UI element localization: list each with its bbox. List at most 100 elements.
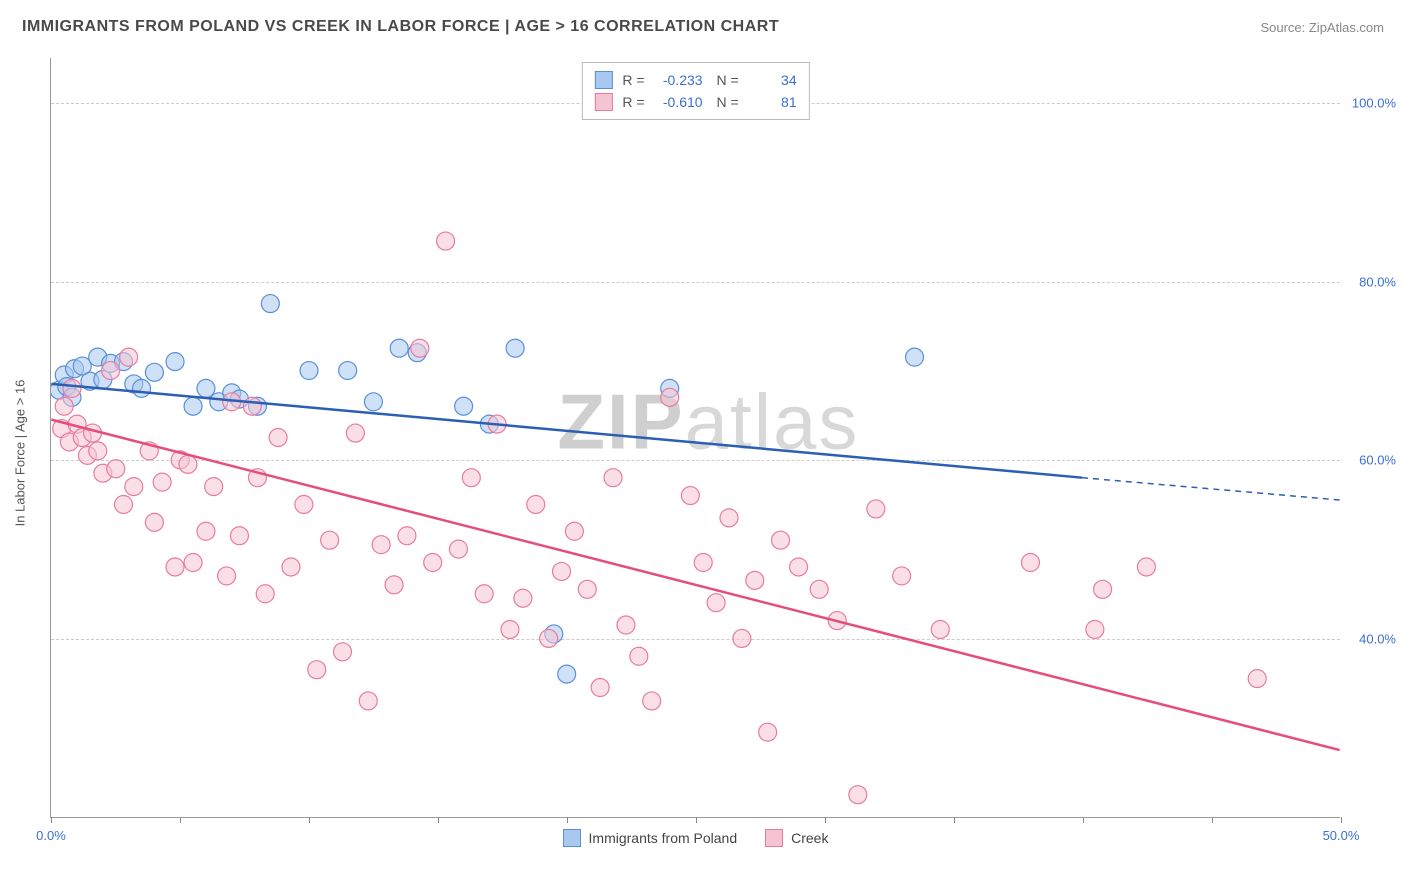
scatter-point	[746, 571, 764, 589]
scatter-point	[261, 295, 279, 313]
scatter-point	[153, 473, 171, 491]
scatter-point	[449, 540, 467, 558]
scatter-point	[398, 527, 416, 545]
scatter-point	[893, 567, 911, 585]
scatter-point	[1094, 580, 1112, 598]
legend-item-0: Immigrants from Poland	[563, 829, 738, 847]
scatter-point	[527, 495, 545, 513]
x-tick-label: 50.0%	[1323, 828, 1360, 843]
x-tick	[51, 817, 52, 823]
chart-area: In Labor Force | Age > 16 ZIPatlas R = -…	[50, 58, 1370, 848]
scatter-point	[514, 589, 532, 607]
scatter-point	[300, 362, 318, 380]
scatter-point	[411, 339, 429, 357]
scatter-point	[282, 558, 300, 576]
scatter-point	[308, 661, 326, 679]
scatter-point	[424, 554, 442, 572]
scatter-point	[591, 679, 609, 697]
scatter-point	[145, 513, 163, 531]
y-tick-label: 100.0%	[1352, 95, 1396, 110]
scatter-point	[295, 495, 313, 513]
scatter-point	[339, 362, 357, 380]
r-value-1: -0.610	[655, 94, 703, 110]
scatter-point	[475, 585, 493, 603]
scatter-point	[166, 353, 184, 371]
scatter-point	[810, 580, 828, 598]
scatter-point	[205, 478, 223, 496]
r-value-0: -0.233	[655, 72, 703, 88]
plot-region: ZIPatlas R = -0.233 N = 34 R = -0.610 N …	[50, 58, 1340, 818]
scatter-point	[184, 397, 202, 415]
y-axis-label: In Labor Force | Age > 16	[13, 380, 28, 527]
scatter-point	[218, 567, 236, 585]
y-tick-label: 80.0%	[1359, 274, 1396, 289]
scatter-point	[681, 487, 699, 505]
scatter-point	[849, 786, 867, 804]
scatter-point	[102, 362, 120, 380]
legend-swatch-poland	[563, 829, 581, 847]
scatter-point	[506, 339, 524, 357]
scatter-point	[390, 339, 408, 357]
legend-label-0: Immigrants from Poland	[589, 830, 738, 846]
n-label: N =	[713, 94, 739, 110]
scatter-point	[89, 442, 107, 460]
legend-row-1: R = -0.610 N = 81	[594, 91, 796, 113]
n-label: N =	[713, 72, 739, 88]
n-value-1: 81	[749, 94, 797, 110]
scatter-point	[720, 509, 738, 527]
scatter-point	[1248, 670, 1266, 688]
x-tick	[1083, 817, 1084, 823]
scatter-point	[707, 594, 725, 612]
source-prefix: Source:	[1260, 20, 1308, 35]
y-tick-label: 40.0%	[1359, 632, 1396, 647]
x-tick	[180, 817, 181, 823]
n-value-0: 34	[749, 72, 797, 88]
scatter-point	[120, 348, 138, 366]
x-tick	[825, 817, 826, 823]
chart-header: IMMIGRANTS FROM POLAND VS CREEK IN LABOR…	[22, 18, 1384, 36]
scatter-point	[269, 429, 287, 447]
scatter-point	[867, 500, 885, 518]
scatter-point	[772, 531, 790, 549]
x-tick	[954, 817, 955, 823]
scatter-point	[1086, 620, 1104, 638]
scatter-point	[230, 527, 248, 545]
scatter-point	[334, 643, 352, 661]
scatter-point	[565, 522, 583, 540]
x-tick	[567, 817, 568, 823]
scatter-point	[197, 522, 215, 540]
scatter-point	[501, 620, 519, 638]
x-tick	[309, 817, 310, 823]
scatter-point	[906, 348, 924, 366]
scatter-point	[437, 232, 455, 250]
scatter-point	[346, 424, 364, 442]
legend-row-0: R = -0.233 N = 34	[594, 69, 796, 91]
x-tick	[696, 817, 697, 823]
legend-label-1: Creek	[791, 830, 828, 846]
scatter-point	[256, 585, 274, 603]
scatter-point	[63, 379, 81, 397]
scatter-point	[759, 723, 777, 741]
x-tick	[1212, 817, 1213, 823]
source-name: ZipAtlas.com	[1309, 20, 1384, 35]
scatter-point	[694, 554, 712, 572]
trend-line	[51, 384, 1082, 478]
x-tick	[1341, 817, 1342, 823]
scatter-point	[553, 562, 571, 580]
scatter-point	[55, 397, 73, 415]
correlation-legend: R = -0.233 N = 34 R = -0.610 N = 81	[581, 62, 809, 120]
scatter-point	[455, 397, 473, 415]
scatter-point	[166, 558, 184, 576]
legend-swatch-0	[594, 71, 612, 89]
scatter-point	[790, 558, 808, 576]
scatter-point	[133, 379, 151, 397]
trend-line	[51, 420, 1339, 750]
y-tick-label: 60.0%	[1359, 453, 1396, 468]
scatter-svg	[51, 58, 1340, 817]
scatter-point	[733, 629, 751, 647]
scatter-point	[107, 460, 125, 478]
scatter-point	[931, 620, 949, 638]
scatter-point	[630, 647, 648, 665]
r-label: R =	[622, 72, 644, 88]
scatter-point	[184, 554, 202, 572]
